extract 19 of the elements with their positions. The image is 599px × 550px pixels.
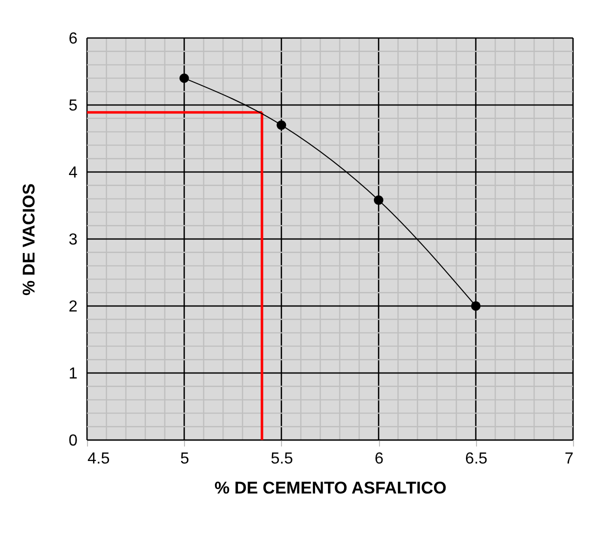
x-tick-label: 4.5 xyxy=(88,450,110,468)
x-tick-label: 5 xyxy=(180,450,190,468)
point xyxy=(471,301,481,311)
point xyxy=(276,120,286,130)
y-tick-label: 0 xyxy=(68,432,78,450)
y-tick-label: 4 xyxy=(68,164,78,182)
x-axis-title: % DE CEMENTO ASFALTICO xyxy=(214,478,447,498)
x-tick-label: 7 xyxy=(564,450,574,468)
point xyxy=(374,195,384,205)
x-tick-label: 6 xyxy=(374,450,384,468)
x-tick-label: 6.5 xyxy=(465,450,488,468)
y-tick-label: 5 xyxy=(68,98,78,114)
y-tick-label: 3 xyxy=(68,232,78,248)
y-tick-label: 6 xyxy=(68,30,78,48)
y-tick-label: 2 xyxy=(68,298,78,316)
y-axis-title: % DE VACIOS xyxy=(20,183,39,296)
point xyxy=(179,73,189,83)
x-tick-label: 5.5 xyxy=(270,450,294,468)
y-tick-label: 1 xyxy=(68,366,78,382)
